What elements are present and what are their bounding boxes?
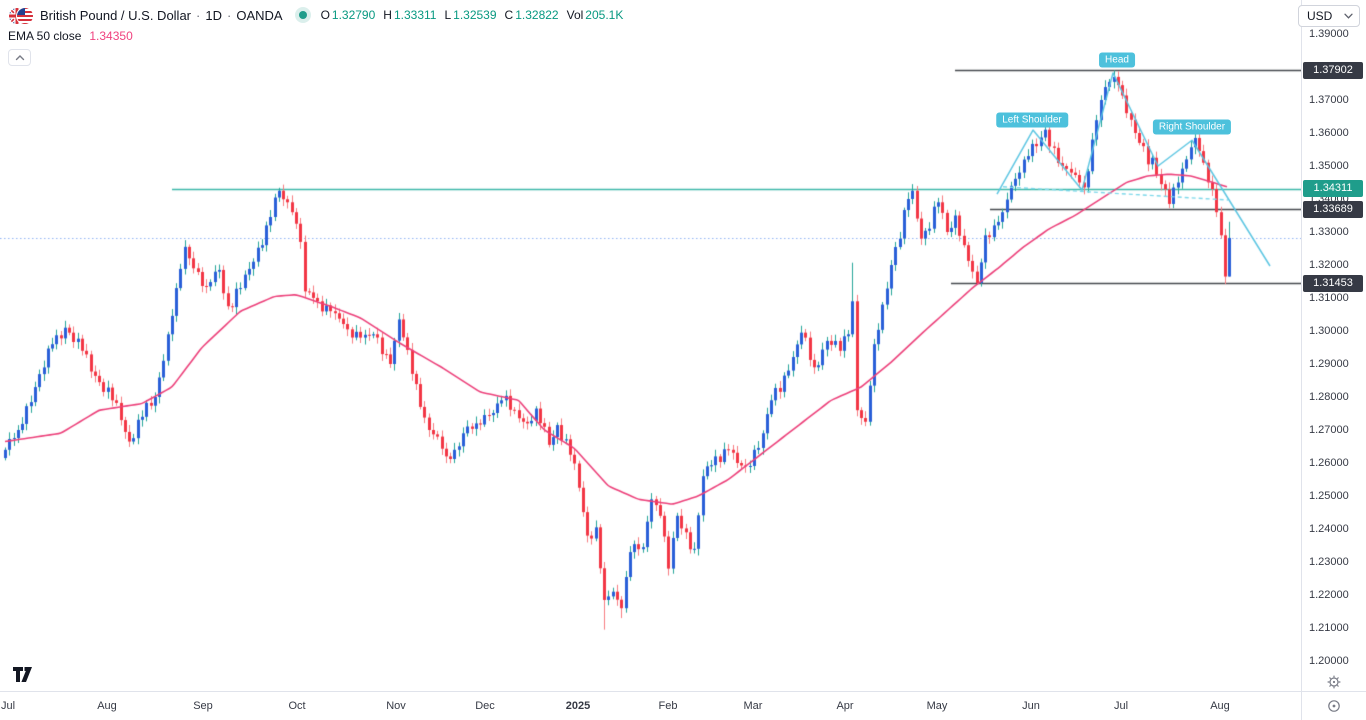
indicator-value: 1.34350 [89,29,133,43]
price-tick-label: 1.32000 [1309,259,1349,271]
interval-label[interactable]: 1D [205,7,222,23]
exchange-label: OANDA [236,7,283,23]
time-axis[interactable]: Jul Aug Sep Oct Nov Dec 2025 Feb Mar Apr May Jun Jul… [0,691,1301,720]
scroll-to-recent-icon[interactable] [1327,699,1341,713]
price-tick-label: 1.23000 [1309,556,1349,568]
symbol-row: British Pound / U.S. Dollar · 1D · OANDA… [8,5,631,25]
price-tick-label: 1.28000 [1309,391,1349,403]
time-tick-label: Sep [193,700,213,712]
price-tick-label: 1.20000 [1309,655,1349,667]
time-tick-label: Jun [1022,700,1040,712]
price-tick-label: 1.37000 [1309,94,1349,106]
price-level-badge: 1.31453 [1303,274,1363,292]
volume-value: 205.1K [585,8,624,22]
time-tick-label: Feb [658,700,678,712]
axis-settings[interactable] [1302,675,1366,689]
open-label: O [320,8,330,22]
time-tick-label: Aug [97,700,117,712]
price-tick-label: 1.25000 [1309,490,1349,502]
chevron-down-icon [1344,13,1353,19]
symbol-title[interactable]: British Pound / U.S. Dollar [40,7,192,23]
volume-label: Vol [566,8,584,22]
tradingview-logo[interactable] [12,666,33,688]
axis-corner [1301,691,1366,720]
symbol-pair-icon [8,6,34,25]
price-level-badge: 1.37902 [1303,61,1363,79]
price-tick-label: 1.39000 [1309,28,1349,40]
price-tick-label: 1.35000 [1309,160,1349,172]
time-tick-label: Jul [1113,700,1129,712]
price-tick-label: 1.22000 [1309,589,1349,601]
separator: · [196,7,201,23]
time-tick-label: 2025 [565,700,591,712]
price-tick-label: 1.24000 [1309,523,1349,535]
price-tick-label: 1.31000 [1309,292,1349,304]
legend: British Pound / U.S. Dollar · 1D · OANDA… [8,5,631,66]
price-axis[interactable]: USD 1.390001.380001.370001.360001.350001… [1298,0,1366,691]
separator: · [226,7,232,23]
low-value: 1.32539 [453,8,497,22]
close-label: C [504,8,514,22]
currency-dropdown[interactable]: USD [1298,5,1360,27]
price-level-badge: 1.34311 [1303,180,1363,198]
price-chart-canvas[interactable] [0,0,1301,691]
currency-label: USD [1307,9,1333,23]
pattern-label-head[interactable]: Head [1099,52,1135,68]
high-label: H [383,8,392,22]
time-tick-label: Nov [386,700,406,712]
pattern-label-left-shoulder[interactable]: Left Shoulder [996,112,1068,128]
high-value: 1.33311 [393,8,437,22]
price-tick-label: 1.29000 [1309,358,1349,370]
collapse-legend-button[interactable] [8,49,31,66]
time-tick-label: Aug [1210,700,1230,712]
ohlc-values: O 1.32790 H 1.33311 L 1.32539 C 1.32822 … [321,8,632,22]
price-tick-label: 1.27000 [1309,424,1349,436]
low-label: L [444,8,452,22]
chevron-up-icon [15,54,24,60]
price-tick-label: 1.36000 [1309,127,1349,139]
open-value: 1.32790 [331,8,376,22]
indicator-label[interactable]: EMA 50 close [8,29,82,43]
price-tick-label: 1.33000 [1309,226,1349,238]
time-tick-label: Mar [743,700,763,712]
tradingview-logo-icon [13,667,32,682]
time-tick-label: May [926,700,948,712]
time-tick-label: Jul [0,700,16,712]
close-value: 1.32822 [515,8,559,22]
price-tick-label: 1.21000 [1309,622,1349,634]
time-tick-label: Dec [475,700,495,712]
gear-icon [1327,675,1341,689]
time-tick-label: Apr [836,700,854,712]
price-tick-label: 1.26000 [1309,457,1349,469]
price-level-badge: 1.33689 [1303,200,1363,218]
price-tick-label: 1.30000 [1309,325,1349,337]
market-status-dot[interactable] [298,11,307,19]
time-tick-label: Oct [288,700,306,712]
pattern-label-right-shoulder[interactable]: Right Shoulder [1152,119,1232,135]
indicator-row: EMA 50 close 1.34350 [8,27,631,45]
